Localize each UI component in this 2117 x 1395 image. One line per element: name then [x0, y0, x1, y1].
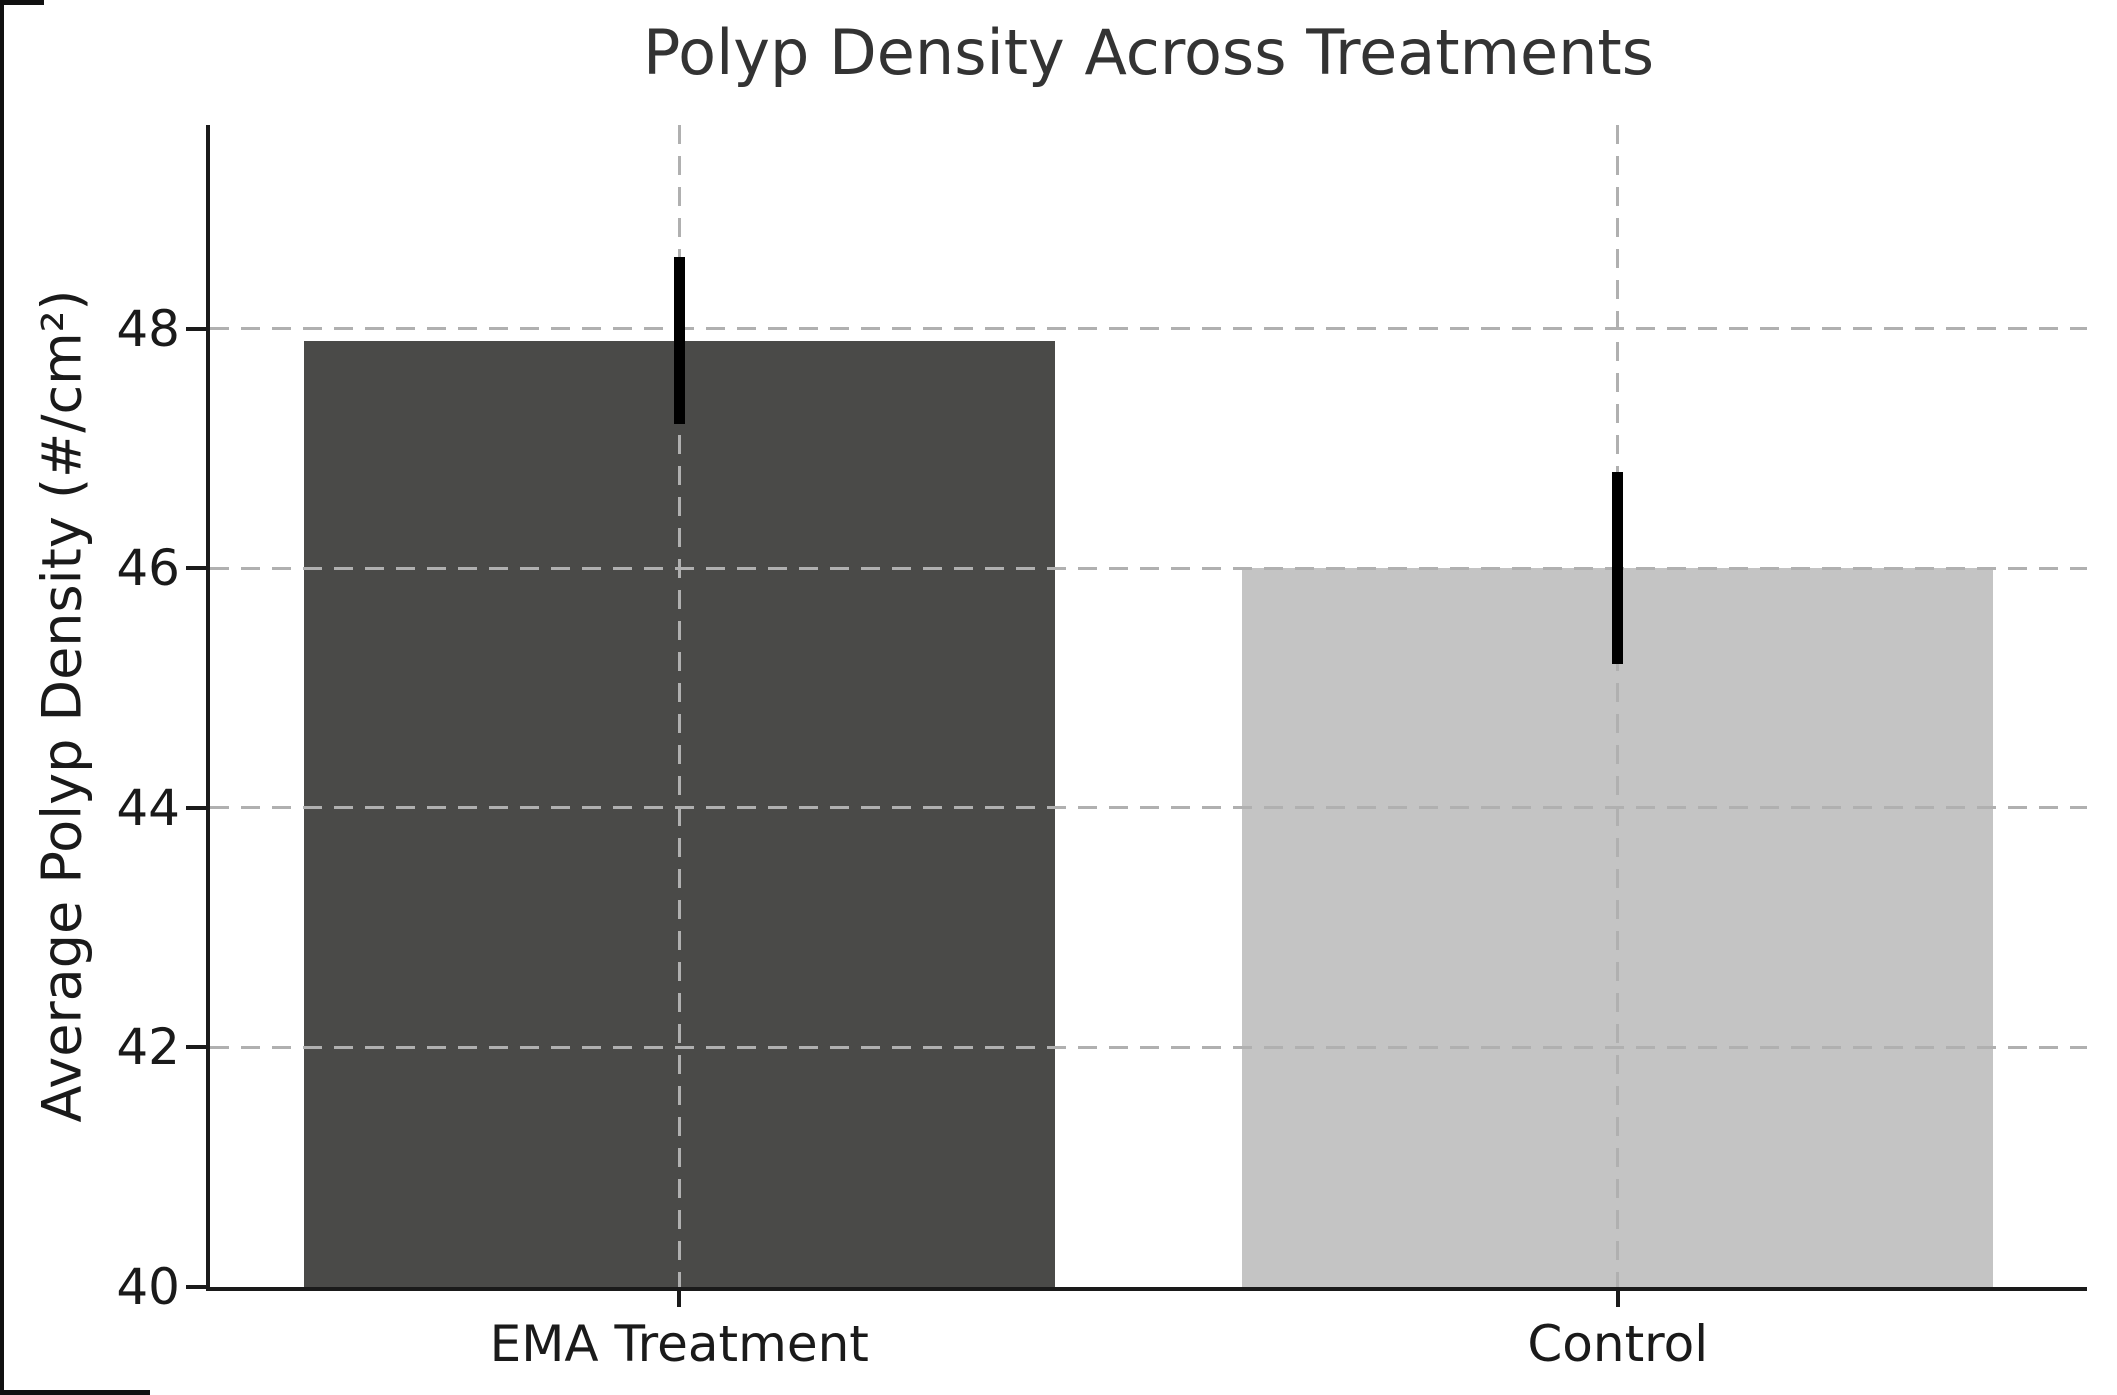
y-tick-mark-42	[186, 1045, 206, 1050]
y-tick-label-46: 46	[116, 539, 180, 598]
y-tick-mark-46	[186, 566, 206, 571]
y-tick-label-48: 48	[116, 299, 180, 358]
y-axis-label: Average Polyp Density (#/cm²)	[30, 289, 94, 1123]
plot-area	[210, 125, 2087, 1287]
h-gridline-44	[210, 806, 2087, 810]
x-tick-mark-control	[1615, 1291, 1620, 1307]
x-tick-label-control: Control	[1527, 1315, 1709, 1373]
y-tick-label-44: 44	[116, 778, 180, 837]
left-edge-border	[0, 0, 4, 1395]
x-tick-label-ema-treatment: EMA Treatment	[489, 1315, 869, 1373]
chart-title: Polyp Density Across Treatments	[642, 16, 1655, 89]
y-tick-label-40: 40	[116, 1258, 180, 1316]
y-tick-mark-44	[186, 805, 206, 810]
y-tick-label-42: 42	[116, 1018, 180, 1077]
top-left-edge-border	[0, 0, 44, 5]
x-axis-spine	[206, 1287, 2087, 1291]
error-bar-control	[1612, 472, 1624, 665]
v-gridline-control	[1616, 125, 1620, 1287]
x-tick-mark-ema-treatment	[677, 1291, 682, 1307]
h-gridline-46	[210, 566, 2087, 570]
y-tick-mark-40	[186, 1285, 206, 1289]
h-gridline-48	[210, 327, 2087, 331]
h-gridline-42	[210, 1045, 2087, 1049]
error-bar-ema-treatment	[673, 256, 685, 425]
y-tick-mark-48	[186, 326, 206, 331]
v-gridline-ema-treatment	[677, 125, 681, 1287]
y-axis-spine	[206, 125, 210, 1291]
bottom-left-edge-border	[0, 1390, 150, 1395]
